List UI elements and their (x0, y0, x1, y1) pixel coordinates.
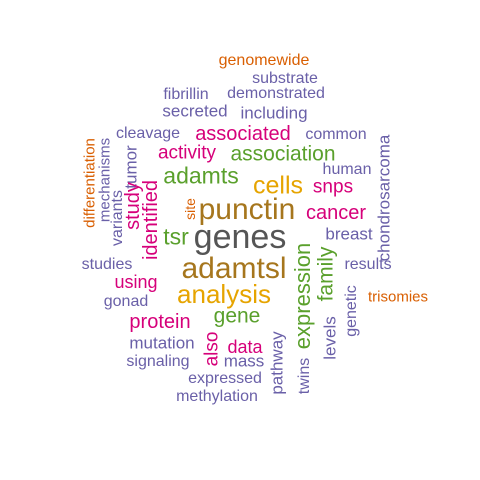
word-cancer: cancer (305, 202, 367, 224)
word-tsr: tsr (163, 223, 189, 250)
word-genetic: genetic (343, 285, 360, 337)
word-signaling: signaling (126, 353, 190, 370)
word-identified: identified (140, 179, 162, 261)
word-twins: twins (296, 357, 313, 395)
word-trisomies: trisomies (367, 288, 429, 306)
word-human: human (322, 161, 372, 178)
word-mutation: mutation (129, 333, 195, 353)
word-differentiation: differentiation (81, 138, 99, 228)
word-demonstrated: demonstrated (227, 85, 325, 102)
word-mass: mass (223, 351, 265, 371)
word-expressed: expressed (188, 370, 262, 387)
word-common: common (305, 126, 367, 143)
word-gene: gene (213, 304, 261, 328)
word-methylation: methylation (176, 388, 258, 405)
word-genomewide: genomewide (218, 52, 310, 69)
word-substrate: substrate (252, 70, 318, 87)
word-results: results (344, 256, 392, 273)
word-data: data (227, 337, 263, 357)
word-punctin: punctin (198, 193, 296, 226)
word-including: including (240, 103, 308, 123)
word-fibrillin: fibrillin (163, 86, 209, 103)
word-adamtsl: adamtsl (181, 252, 287, 285)
word-levels: levels (320, 316, 340, 360)
word-activity: activity (157, 142, 217, 164)
word-expression: expression (290, 242, 315, 350)
word-association: association (230, 142, 336, 166)
word-breast: breast (325, 224, 373, 244)
word-cells: cells (252, 171, 304, 200)
word-cleavage: cleavage (115, 125, 181, 142)
word-pathway: pathway (267, 331, 287, 395)
word-family: family (314, 246, 338, 302)
word-analysis: analysis (177, 279, 271, 309)
word-protein: protein (129, 311, 191, 333)
word-snps: snps (312, 176, 354, 198)
word-also: also (201, 331, 223, 367)
word-site: site (182, 198, 198, 220)
word-using: using (114, 272, 158, 292)
word-chondrosarcoma: chondrosarcoma (374, 134, 394, 262)
word-studies: studies (81, 256, 133, 273)
word-genes: genes (193, 218, 287, 256)
word-secreted: secreted (162, 101, 228, 121)
word-gonad: gonad (103, 293, 149, 310)
word-associated: associated (195, 123, 291, 145)
word-adamts: adamts (163, 162, 239, 189)
